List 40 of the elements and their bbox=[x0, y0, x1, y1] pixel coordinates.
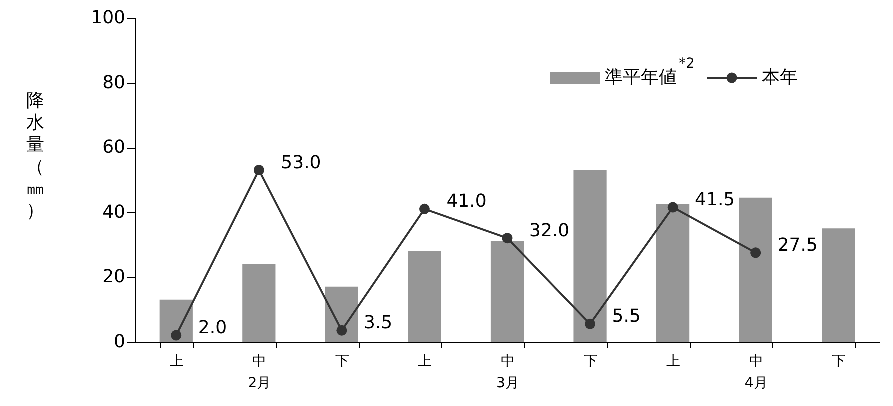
point bbox=[502, 233, 513, 244]
y-tick-label: 40 bbox=[102, 202, 126, 223]
point bbox=[668, 202, 678, 213]
data-label: 5.5 bbox=[612, 306, 641, 328]
point bbox=[419, 204, 430, 214]
bar bbox=[408, 251, 442, 342]
y-tick-label: 0 bbox=[114, 332, 126, 352]
x-tick-label: 上 bbox=[666, 354, 681, 370]
x-tick-label: 中 3月 bbox=[496, 354, 520, 392]
point bbox=[254, 165, 264, 176]
point bbox=[336, 325, 348, 336]
x-tick-label: 上 bbox=[170, 354, 184, 370]
data-label: 53.0 bbox=[281, 152, 322, 174]
point bbox=[171, 330, 182, 341]
point bbox=[585, 318, 596, 330]
point bbox=[750, 248, 762, 258]
bar bbox=[574, 170, 607, 342]
x-tick-label: 上 bbox=[418, 354, 432, 370]
y-tick-label: 100 bbox=[91, 8, 126, 28]
data-label: 27.5 bbox=[778, 234, 818, 256]
bar bbox=[242, 264, 276, 342]
data-label: 3.5 bbox=[364, 312, 393, 334]
bar bbox=[739, 198, 772, 342]
data-label: 41.0 bbox=[446, 191, 487, 212]
x-tick-label: 下 bbox=[832, 354, 846, 370]
x-tick-label: 中 2月 bbox=[248, 354, 272, 392]
y-axis-title: 降水量（㎜） bbox=[26, 90, 44, 222]
data-label: 2.0 bbox=[198, 318, 228, 339]
x-tick-label: 下 bbox=[584, 354, 598, 370]
legend-label: 本年 bbox=[762, 67, 798, 88]
x-tick-label: 下 bbox=[335, 354, 350, 370]
data-label: 32.0 bbox=[530, 220, 570, 242]
y-tick-label: 60 bbox=[102, 137, 126, 158]
bar bbox=[490, 242, 524, 342]
y-tick-label: 80 bbox=[102, 72, 126, 94]
bar bbox=[656, 204, 690, 342]
bar bbox=[822, 228, 856, 342]
y-tick-label: 20 bbox=[102, 266, 126, 288]
x-tick-label: 中 4月 bbox=[744, 354, 768, 392]
data-label: 41.5 bbox=[695, 190, 736, 211]
